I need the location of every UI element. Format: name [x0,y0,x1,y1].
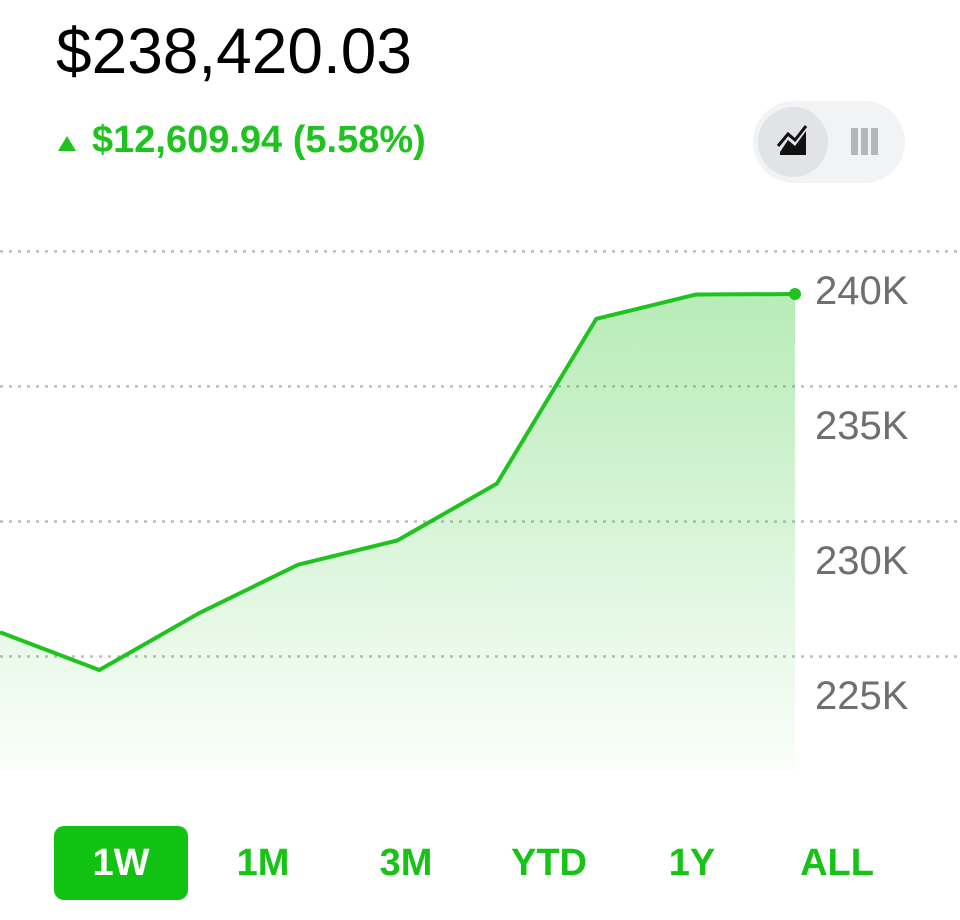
y-tick-label: 230K [815,539,909,583]
end-dot [789,288,801,301]
toggle-selected [758,107,828,177]
line-chart-icon [780,131,806,155]
bar-icon [851,128,858,155]
y-tick-label: 225K [815,674,909,718]
value-change: $12,609.94 (5.58%) [92,119,426,161]
range-button[interactable]: YTD [482,826,616,900]
line-chart-button[interactable] [758,107,828,177]
range-button[interactable]: 1M [196,826,330,900]
range-button[interactable]: 1Y [625,826,759,900]
range-button[interactable]: ALL [770,826,904,900]
price-line [0,292,796,673]
chart-style-toggle [753,101,905,183]
y-tick-label: 235K [815,404,909,448]
range-button[interactable]: 3M [339,826,473,900]
portfolio-value: $238,420.03 [56,15,412,87]
line-chart-icon-stroke [776,125,808,147]
up-arrow [58,136,76,151]
y-tick-label: 240K [815,269,909,313]
bar-icon [861,128,868,155]
range-button[interactable]: 1W [54,826,188,900]
bar-chart-button[interactable] [851,128,878,155]
range-selector: 1W 1M 3M YTD 1Y ALL [0,826,960,900]
bar-icon [871,128,878,155]
area-fill [0,294,795,770]
